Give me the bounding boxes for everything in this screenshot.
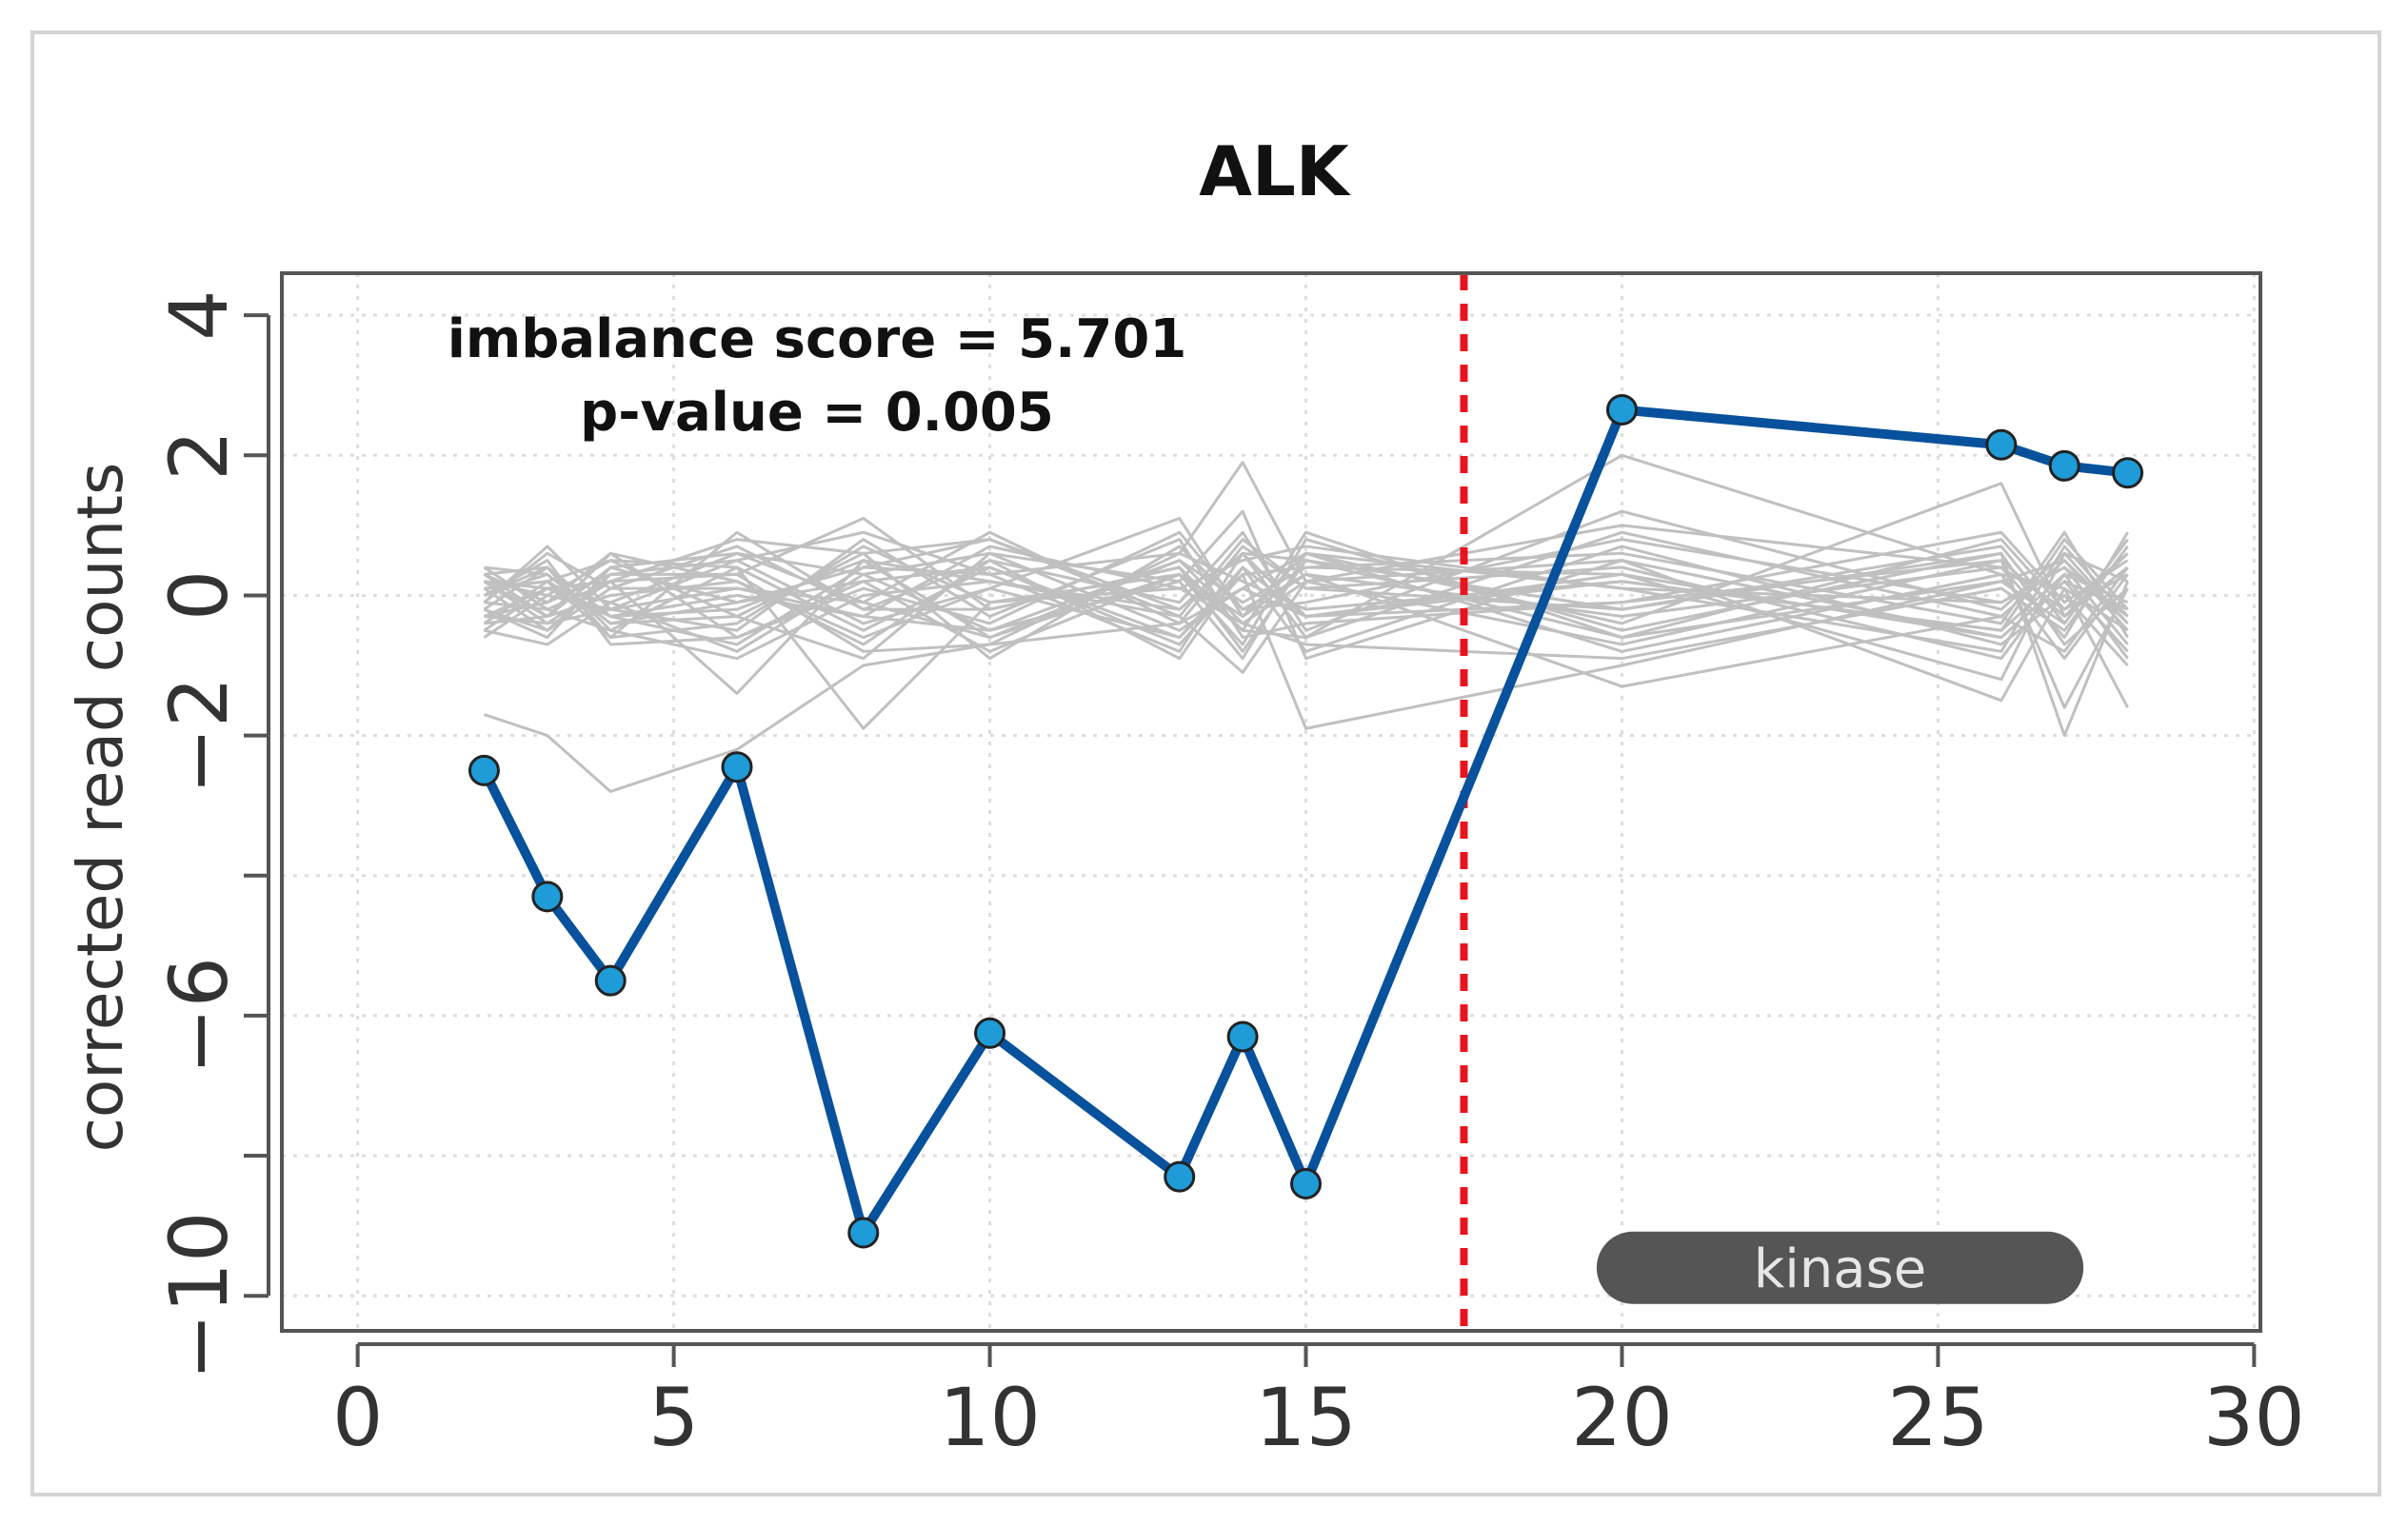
x-axis: 0 5 10 15 20 25 30: [332, 1342, 2305, 1464]
background-series-line: [483, 530, 2129, 646]
background-series-line: [483, 530, 2129, 640]
chart-title: ALK: [1199, 131, 1351, 211]
background-series-line: [483, 559, 2129, 653]
highlight-series-point: [468, 754, 500, 786]
x-tick-label: 5: [648, 1371, 699, 1464]
highlight-series-point: [1605, 393, 1638, 426]
kinase-domain-bar: [1596, 1231, 2084, 1304]
highlight-series-point: [847, 1217, 880, 1249]
x-tick-label: 30: [2203, 1371, 2305, 1464]
p-value-annotation: p-value = 0.005: [580, 382, 1054, 444]
background-series-group: [483, 453, 2129, 793]
highlight-series-group: [468, 393, 2144, 1249]
y-tick-label: 4: [152, 289, 246, 340]
domain-group: kinase: [1596, 1231, 2084, 1304]
background-series-line: [483, 559, 2129, 730]
y-tick-label: −6: [152, 957, 246, 1075]
highlight-series-point: [1985, 428, 2018, 461]
y-tick-label: −10: [152, 1212, 246, 1380]
x-tick-label: 0: [332, 1371, 383, 1464]
y-axis-label: corrected read counts: [64, 463, 137, 1153]
highlight-series-point: [2112, 457, 2144, 489]
y-tick-label: 2: [152, 430, 246, 481]
highlight-series-point: [1164, 1160, 1196, 1193]
background-series-line: [484, 538, 2129, 646]
highlight-series-point: [721, 751, 753, 783]
x-tick-label: 25: [1887, 1371, 1989, 1464]
background-series-line: [484, 551, 2129, 640]
highlight-series-point: [974, 1017, 1006, 1049]
x-tick-label: 20: [1571, 1371, 1673, 1464]
background-series-line: [483, 538, 2129, 730]
imbalance-score-annotation: imbalance score = 5.701: [448, 308, 1187, 370]
y-tick-label: 0: [152, 570, 246, 621]
y-axis: 4 2 0 −2 −6 −10: [152, 289, 270, 1380]
background-series-line: [483, 530, 2129, 661]
highlight-series-point: [531, 881, 564, 913]
x-tick-label: 15: [1255, 1371, 1357, 1464]
highlight-series-point: [1226, 1021, 1259, 1053]
x-tick-label: 10: [939, 1371, 1041, 1464]
highlight-series-point: [1290, 1167, 1323, 1199]
highlight-series-point: [594, 964, 627, 997]
background-series-line: [484, 509, 2129, 646]
background-series-line: [484, 538, 2129, 653]
highlight-series-point: [2048, 449, 2080, 482]
background-series-line: [484, 551, 2129, 661]
plot-area-frame: [280, 271, 2262, 1333]
y-tick-label: −2: [152, 677, 246, 795]
kinase-domain-label: kinase: [1754, 1239, 1926, 1300]
background-series-line: [484, 551, 2129, 695]
